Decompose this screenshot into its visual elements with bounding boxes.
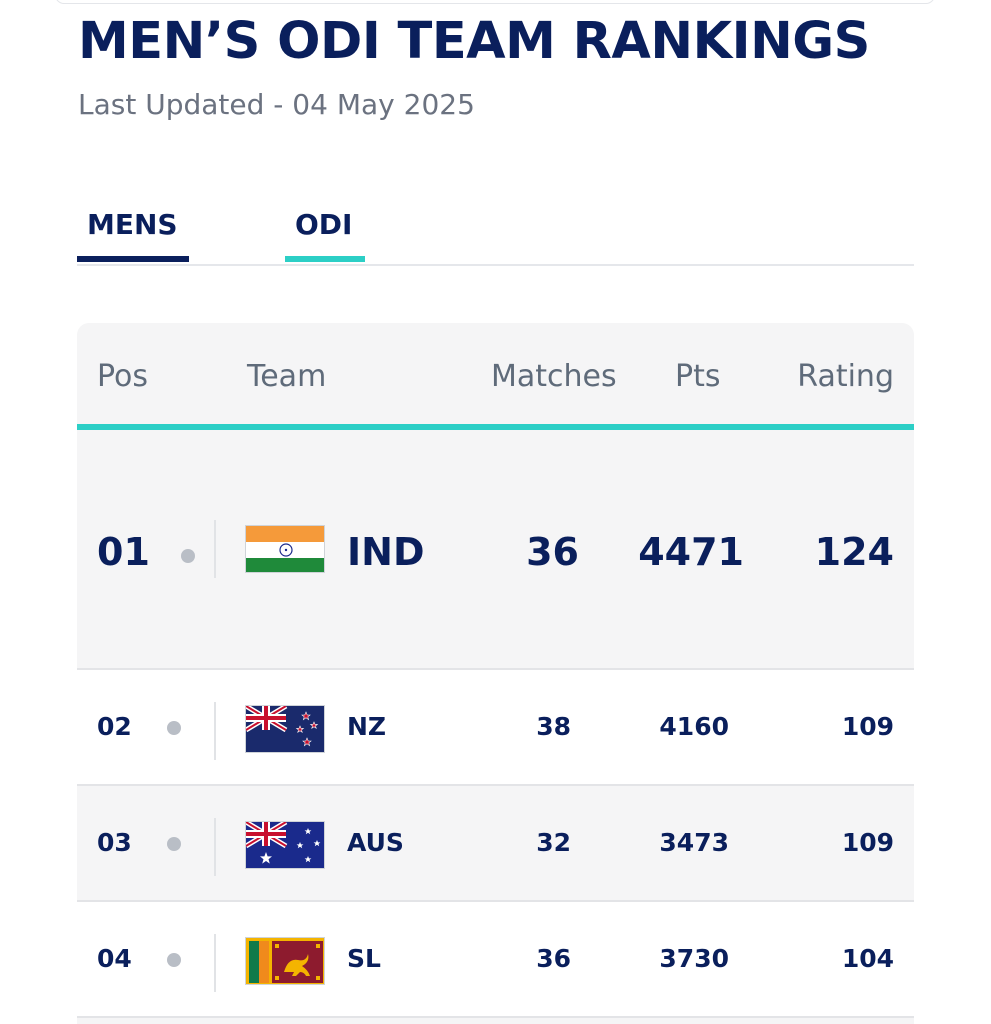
- tab-odi-label: ODI: [295, 208, 353, 241]
- position-change-dot-icon: [167, 953, 181, 967]
- position-change-dot-icon: [167, 721, 181, 735]
- row-position: 02: [97, 712, 132, 741]
- matches-value: 38: [536, 712, 571, 741]
- table-row[interactable]: 01 IND 36 4471 124: [77, 430, 914, 670]
- tab-odi-underline: [285, 256, 365, 262]
- header-team: Team: [247, 359, 327, 394]
- rating-value: 124: [814, 530, 894, 574]
- sri-lanka-flag-icon: [245, 937, 325, 985]
- tab-odi[interactable]: ODI: [285, 208, 365, 262]
- new-zealand-flag-icon: [245, 705, 325, 753]
- team-name[interactable]: NZ: [347, 712, 387, 741]
- points-value: 4160: [659, 712, 729, 741]
- header-pos: Pos: [97, 359, 149, 394]
- last-updated-text: Last Updated - 04 May 2025: [78, 88, 475, 121]
- position-change-dot-icon: [181, 549, 195, 563]
- tab-mens-label: MENS: [87, 208, 178, 241]
- points-value: 3730: [659, 944, 729, 973]
- filter-tabs: MENS ODI: [77, 200, 914, 266]
- team-name[interactable]: AUS: [347, 828, 404, 857]
- top-card-edge: [55, 0, 935, 4]
- team-name[interactable]: SL: [347, 944, 381, 973]
- rating-value: 104: [841, 944, 894, 973]
- table-row[interactable]: 02 NZ 38 4160: [77, 670, 914, 786]
- australia-flag-icon: [245, 821, 325, 869]
- header-pts: Pts: [675, 359, 721, 394]
- header-matches: Matches: [491, 359, 617, 394]
- tab-mens-underline: [77, 256, 189, 262]
- points-value: 4471: [638, 530, 744, 574]
- rating-value: 109: [841, 828, 894, 857]
- tab-mens[interactable]: MENS: [77, 208, 189, 262]
- matches-value: 36: [536, 944, 571, 973]
- rating-value: 109: [841, 712, 894, 741]
- table-header: Pos Team Matches Pts Rating: [77, 323, 914, 430]
- row-position: 03: [97, 828, 132, 857]
- table-row[interactable]: 03 AUS 32 3473: [77, 786, 914, 902]
- row-position: 04: [97, 944, 132, 973]
- table-row[interactable]: 04 SL 36 3730 104: [77, 902, 914, 1018]
- matches-value: 36: [526, 530, 579, 574]
- row-divider: [214, 934, 216, 992]
- team-name[interactable]: IND: [347, 530, 425, 574]
- points-value: 3473: [659, 828, 729, 857]
- rankings-table: Pos Team Matches Pts Rating 01 IND 36 44…: [77, 323, 914, 1024]
- india-flag-icon: [245, 525, 325, 573]
- position-change-dot-icon: [167, 837, 181, 851]
- page-title: MEN’S ODI TEAM RANKINGS: [78, 12, 870, 71]
- row-divider: [214, 702, 216, 760]
- row-position: 01: [97, 530, 150, 574]
- row-divider: [214, 520, 216, 578]
- matches-value: 32: [536, 828, 571, 857]
- header-rating: Rating: [797, 359, 894, 394]
- row-divider: [214, 818, 216, 876]
